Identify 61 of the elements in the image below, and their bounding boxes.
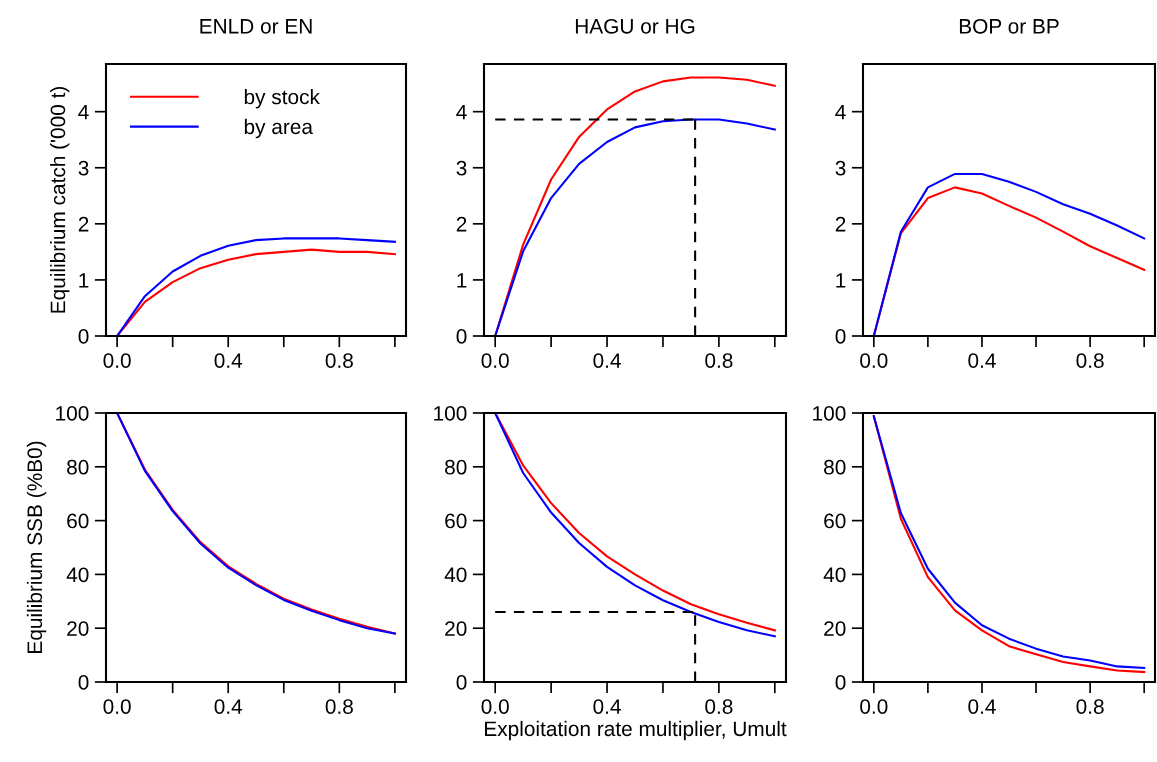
- x-tick-label: 0.8: [325, 353, 353, 368]
- y-tick-label: 0: [78, 329, 89, 344]
- x-tick-label: 0.8: [325, 699, 353, 714]
- y-tick-label: 20: [67, 621, 89, 636]
- chart-title: ENLD or EN: [200, 19, 312, 34]
- x-tick-label: 0.4: [593, 699, 621, 714]
- y-axis-title: Equilibrium SSB (%B0): [26, 441, 47, 653]
- y-tick-label: 100: [56, 406, 89, 421]
- y-tick-label: 0: [835, 675, 846, 690]
- y-tick-label: 0: [456, 329, 467, 344]
- x-tick-label: 0.4: [214, 699, 243, 714]
- y-tick-label: 0: [456, 675, 467, 690]
- x-tick-label: 0.0: [103, 353, 131, 368]
- x-tick-label: 0.0: [103, 699, 131, 714]
- y-tick-label: 40: [823, 567, 846, 583]
- y-tick-label: 40: [66, 567, 89, 583]
- y-tick-label: 0: [835, 329, 846, 344]
- y-tick-label: 20: [824, 621, 846, 636]
- y-tick-label: 80: [824, 459, 846, 475]
- y-tick-label: 100: [813, 406, 846, 421]
- legend-label: by area: [244, 118, 313, 139]
- y-tick-label: 40: [444, 567, 467, 583]
- y-tick-label: 4: [456, 104, 467, 120]
- y-tick-label: 1: [457, 273, 467, 288]
- y-tick-label: 80: [445, 459, 467, 475]
- x-tick-label: 0.0: [481, 699, 509, 714]
- x-tick-label: 0.8: [1076, 699, 1104, 714]
- x-tick-label: 0.8: [1076, 353, 1104, 368]
- y-tick-label: 4: [835, 104, 846, 120]
- x-tick-label: 0.4: [968, 353, 996, 368]
- y-tick-label: 60: [445, 513, 467, 529]
- y-tick-label: 100: [434, 406, 467, 421]
- y-tick-label: 3: [835, 160, 846, 176]
- y-tick-label: 60: [67, 513, 89, 529]
- y-tick-label: 2: [78, 216, 89, 232]
- y-tick-label: 0: [78, 675, 89, 690]
- y-tick-label: 4: [78, 104, 89, 120]
- y-tick-label: 1: [79, 273, 89, 288]
- y-tick-label: 20: [445, 621, 467, 636]
- y-tick-label: 3: [78, 160, 89, 176]
- line-series: [116, 413, 396, 635]
- line-series: [494, 118, 776, 336]
- y-tick-label: 2: [456, 216, 467, 232]
- x-tick-label: 0.8: [705, 699, 733, 714]
- x-tick-label: 0.0: [860, 353, 888, 368]
- chart-title: BOP or BP: [959, 18, 1059, 34]
- x-tick-label: 0.0: [860, 699, 888, 714]
- x-tick-label: 0.4: [593, 353, 621, 368]
- x-axis-title: Exploitation rate multiplier, Umult: [485, 720, 787, 741]
- chart-title: HAGU or HG: [575, 18, 695, 34]
- x-tick-label: 0.4: [968, 699, 996, 714]
- y-tick-label: 3: [456, 160, 467, 176]
- x-tick-label: 0.8: [705, 353, 733, 368]
- y-tick-label: 2: [835, 216, 846, 232]
- x-tick-label: 0.4: [214, 353, 243, 368]
- y-tick-label: 60: [824, 513, 846, 529]
- y-tick-label: 80: [67, 459, 89, 475]
- x-tick-label: 0.0: [481, 353, 509, 368]
- y-axis-title: Equilibrium catch ('000 t): [49, 86, 70, 313]
- legend-label: by stock: [244, 89, 320, 109]
- y-tick-label: 1: [836, 273, 846, 288]
